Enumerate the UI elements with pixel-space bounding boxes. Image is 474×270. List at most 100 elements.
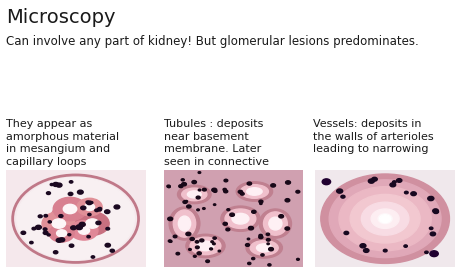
Circle shape bbox=[48, 221, 51, 223]
Circle shape bbox=[329, 180, 441, 258]
Circle shape bbox=[179, 185, 183, 188]
Circle shape bbox=[260, 203, 262, 204]
Circle shape bbox=[38, 215, 42, 218]
Circle shape bbox=[59, 238, 64, 242]
Circle shape bbox=[43, 231, 48, 234]
Circle shape bbox=[380, 215, 391, 222]
Circle shape bbox=[182, 183, 186, 186]
Circle shape bbox=[78, 227, 90, 234]
Ellipse shape bbox=[240, 185, 268, 198]
Circle shape bbox=[247, 238, 250, 240]
Circle shape bbox=[195, 246, 199, 249]
Circle shape bbox=[187, 205, 191, 208]
Circle shape bbox=[105, 243, 110, 247]
Circle shape bbox=[181, 179, 184, 181]
Ellipse shape bbox=[177, 185, 211, 204]
Circle shape bbox=[378, 214, 392, 224]
Circle shape bbox=[224, 190, 228, 193]
Circle shape bbox=[32, 227, 36, 230]
Circle shape bbox=[46, 192, 50, 194]
Circle shape bbox=[17, 178, 134, 259]
Circle shape bbox=[371, 209, 399, 228]
Circle shape bbox=[195, 241, 199, 243]
Circle shape bbox=[110, 249, 114, 252]
Ellipse shape bbox=[256, 244, 272, 252]
Circle shape bbox=[223, 222, 228, 225]
Ellipse shape bbox=[264, 212, 287, 235]
Circle shape bbox=[372, 177, 377, 181]
Ellipse shape bbox=[190, 237, 221, 255]
Circle shape bbox=[212, 188, 217, 192]
Circle shape bbox=[202, 208, 205, 210]
Circle shape bbox=[360, 244, 366, 248]
Circle shape bbox=[96, 221, 101, 225]
Circle shape bbox=[30, 241, 33, 244]
Circle shape bbox=[86, 219, 99, 228]
Circle shape bbox=[186, 232, 191, 236]
Circle shape bbox=[267, 243, 269, 245]
Circle shape bbox=[59, 215, 63, 217]
Ellipse shape bbox=[169, 207, 200, 240]
Circle shape bbox=[54, 251, 58, 254]
Circle shape bbox=[252, 258, 255, 260]
Circle shape bbox=[105, 210, 110, 214]
Circle shape bbox=[269, 248, 273, 251]
Circle shape bbox=[198, 189, 201, 191]
Circle shape bbox=[197, 252, 201, 255]
Circle shape bbox=[190, 238, 194, 241]
Circle shape bbox=[97, 208, 101, 211]
Circle shape bbox=[230, 213, 235, 216]
Circle shape bbox=[392, 181, 396, 183]
Ellipse shape bbox=[173, 210, 196, 237]
Circle shape bbox=[77, 190, 83, 194]
Ellipse shape bbox=[247, 188, 262, 195]
Circle shape bbox=[266, 238, 270, 241]
Circle shape bbox=[200, 239, 204, 242]
Ellipse shape bbox=[221, 206, 260, 231]
Circle shape bbox=[196, 196, 200, 199]
Circle shape bbox=[114, 205, 120, 209]
Circle shape bbox=[240, 193, 244, 195]
Circle shape bbox=[95, 209, 99, 212]
Circle shape bbox=[91, 256, 95, 258]
Circle shape bbox=[202, 188, 206, 191]
Circle shape bbox=[56, 183, 62, 187]
Circle shape bbox=[77, 198, 102, 216]
Circle shape bbox=[56, 230, 67, 237]
Circle shape bbox=[286, 181, 291, 184]
Circle shape bbox=[213, 204, 216, 205]
Ellipse shape bbox=[225, 209, 256, 228]
Circle shape bbox=[206, 260, 210, 262]
Circle shape bbox=[337, 189, 343, 193]
Circle shape bbox=[266, 233, 270, 235]
Circle shape bbox=[36, 225, 41, 229]
Circle shape bbox=[50, 201, 101, 236]
Circle shape bbox=[193, 255, 196, 257]
Circle shape bbox=[425, 251, 428, 254]
Circle shape bbox=[211, 241, 213, 243]
Circle shape bbox=[68, 192, 73, 195]
Circle shape bbox=[428, 196, 434, 201]
Circle shape bbox=[167, 185, 170, 187]
Circle shape bbox=[212, 243, 215, 245]
Circle shape bbox=[185, 200, 188, 202]
Circle shape bbox=[226, 228, 230, 231]
Circle shape bbox=[90, 201, 93, 204]
Circle shape bbox=[68, 234, 71, 236]
Circle shape bbox=[88, 213, 91, 216]
Circle shape bbox=[322, 179, 330, 185]
Circle shape bbox=[279, 215, 283, 218]
Circle shape bbox=[64, 204, 77, 214]
Circle shape bbox=[383, 249, 387, 252]
Circle shape bbox=[433, 210, 438, 214]
Circle shape bbox=[47, 234, 50, 236]
Circle shape bbox=[84, 204, 95, 211]
Circle shape bbox=[69, 181, 73, 183]
Ellipse shape bbox=[197, 241, 214, 251]
Ellipse shape bbox=[178, 216, 191, 231]
Circle shape bbox=[259, 234, 263, 237]
Circle shape bbox=[321, 174, 449, 264]
Circle shape bbox=[176, 252, 180, 255]
Ellipse shape bbox=[232, 213, 249, 224]
Circle shape bbox=[404, 191, 408, 194]
